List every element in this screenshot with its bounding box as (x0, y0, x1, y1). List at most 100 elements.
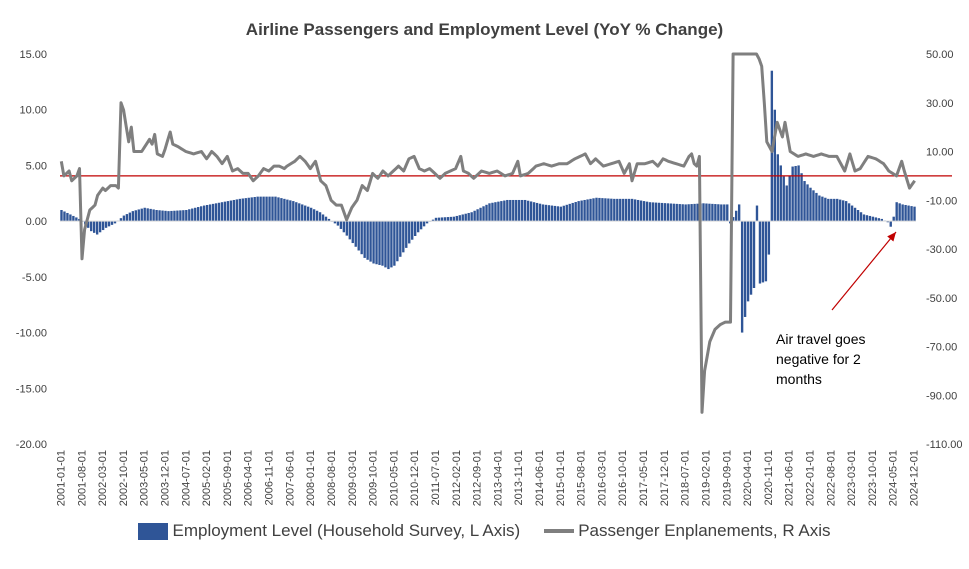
employment-bar (185, 210, 188, 222)
employment-bar (657, 202, 661, 222)
employment-bar (809, 187, 812, 222)
employment-bars (60, 70, 916, 333)
employment-bar (253, 197, 256, 222)
employment-bar (92, 221, 96, 233)
employment-bar (586, 199, 589, 222)
employment-bar (690, 204, 693, 222)
employment-bar (523, 199, 527, 222)
employment-bar (907, 205, 910, 222)
employment-bar (785, 185, 788, 222)
employment-bar (526, 200, 530, 222)
employment-bar (360, 221, 363, 255)
employment-bar (155, 210, 158, 222)
employment-bar (75, 217, 78, 222)
employment-bar (812, 190, 815, 222)
employment-bar (660, 202, 664, 222)
employment-bar (238, 198, 242, 222)
employment-bar (645, 201, 649, 222)
right-tick-label: -70.00 (926, 342, 957, 354)
employment-bar (806, 184, 809, 222)
x-tick-label: 2024-12-01 (909, 450, 921, 506)
employment-bar (818, 195, 821, 222)
employment-bar (256, 196, 259, 222)
employment-bar (161, 210, 164, 222)
employment-bar (378, 221, 381, 265)
x-tick-label: 2005-09-01 (222, 450, 234, 506)
employment-bar (390, 221, 393, 268)
legend-swatch-line (544, 529, 575, 533)
employment-bar (422, 221, 426, 227)
employment-bar (60, 210, 63, 222)
employment-bar (449, 216, 453, 222)
employment-bar (384, 221, 387, 268)
employment-bar (836, 198, 839, 222)
employment-bar (419, 221, 423, 230)
x-tick-label: 2022-01-01 (804, 450, 816, 506)
employment-bar (553, 205, 557, 222)
employment-bar (458, 215, 461, 222)
employment-bar (556, 206, 560, 222)
employment-bar (717, 204, 720, 222)
x-tick-label: 2011-07-01 (430, 450, 442, 505)
employment-bar (639, 200, 643, 222)
employment-bar (372, 221, 375, 264)
x-tick-label: 2022-08-01 (825, 450, 837, 506)
x-tick-label: 2013-11-01 (513, 450, 525, 505)
employment-bar (485, 204, 488, 222)
employment-bar (830, 198, 833, 222)
legend: Employment Level (Household Survey, L Ax… (0, 521, 969, 541)
x-tick-label: 2013-04-01 (492, 450, 504, 506)
x-tick-label: 2002-10-01 (118, 450, 130, 506)
employment-bar (518, 199, 521, 222)
employment-bar (137, 209, 140, 222)
employment-bar (381, 221, 384, 266)
employment-bar (761, 221, 765, 283)
employment-bar (886, 221, 889, 223)
employment-bar (405, 221, 408, 248)
employment-bar (506, 199, 509, 222)
employment-bar (853, 207, 857, 222)
employment-bar (342, 221, 346, 233)
employment-bar (146, 208, 149, 222)
employment-bar (880, 218, 884, 222)
right-tick-label: 30.00 (926, 98, 954, 110)
employment-bar (800, 173, 803, 222)
employment-bar (678, 204, 681, 222)
employment-bar (503, 200, 506, 222)
employment-bar (235, 199, 239, 222)
x-tick-label: 2018-07-01 (680, 450, 692, 506)
employment-bar (315, 210, 319, 222)
x-tick-label: 2006-04-01 (243, 450, 255, 506)
employment-bar (544, 204, 548, 222)
employment-bar (164, 210, 167, 222)
employment-bar (666, 203, 670, 222)
employment-bar (732, 217, 735, 222)
employment-bar (125, 214, 129, 222)
employment-bar (402, 221, 405, 253)
x-tick-label: 2024-05-01 (888, 450, 900, 506)
employment-bar (651, 202, 655, 222)
x-tick-label: 2001-08-01 (76, 450, 88, 506)
employment-bar (675, 203, 678, 222)
employment-bar (749, 221, 753, 295)
employment-bar (271, 196, 274, 222)
employment-bar (494, 202, 497, 222)
employment-bar (844, 201, 848, 222)
employment-bar (434, 217, 438, 222)
employment-bar (247, 197, 250, 222)
employment-bar (654, 202, 658, 222)
right-tick-label: -110.00 (926, 439, 963, 451)
employment-bar (327, 218, 331, 222)
employment-bar (892, 216, 895, 222)
employment-bar (399, 221, 402, 257)
employment-bar (375, 221, 378, 265)
employment-bar (283, 198, 286, 222)
employment-bar (687, 204, 690, 222)
employment-bar (740, 221, 744, 333)
right-tick-label: -90.00 (926, 390, 957, 402)
employment-bar (610, 198, 613, 222)
employment-bar (797, 165, 800, 222)
employment-bar (642, 201, 646, 222)
employment-bar (868, 215, 872, 222)
employment-bar (208, 204, 212, 222)
